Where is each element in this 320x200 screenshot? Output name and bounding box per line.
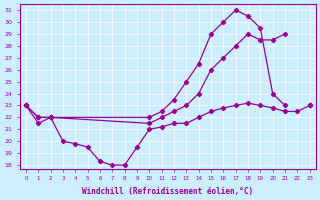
X-axis label: Windchill (Refroidissement éolien,°C): Windchill (Refroidissement éolien,°C) <box>82 187 253 196</box>
